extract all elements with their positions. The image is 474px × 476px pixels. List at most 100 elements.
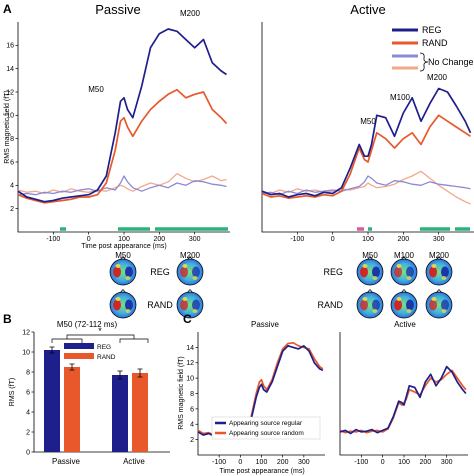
- c-passive-title: Passive: [251, 320, 280, 329]
- c-ylabel: RMS magnetic field (fT): [178, 356, 185, 430]
- error-bar: [69, 363, 75, 371]
- x-tick-label: 300: [433, 236, 445, 243]
- topo-map: [425, 255, 453, 286]
- topo-map: [390, 288, 418, 319]
- y-tick-label: 12: [22, 329, 30, 336]
- x-tick-label: 200: [419, 459, 431, 466]
- legend-swatch-reg: [64, 343, 94, 349]
- topo-passive-row-reg: REG: [150, 267, 170, 277]
- b-legend-rand: RAND: [97, 354, 116, 361]
- a-passive-axes: 2 4 6 8 10 12 14 16 -100 0 100 200 300: [6, 22, 230, 243]
- x-tick-label: -100: [290, 236, 304, 243]
- x-tick-label: 0: [331, 236, 335, 243]
- b-significance-star: *: [98, 326, 102, 336]
- topo-passive-col-m200: M200: [180, 251, 201, 260]
- c-legend-random: Appearing source random: [229, 430, 304, 437]
- topo-map: [390, 255, 418, 286]
- b-title: M50 (72-112 ms): [57, 320, 118, 329]
- b-legend: REG RAND: [64, 343, 116, 361]
- topo-passive-row-rand: RAND: [147, 300, 173, 310]
- topo-map: [176, 255, 204, 286]
- topo-active-col-m200: M200: [429, 251, 450, 260]
- x-tick-label: 0: [381, 459, 385, 466]
- y-tick-label: 12: [186, 360, 194, 367]
- c-active-series-appearing-source-regular: [339, 365, 467, 435]
- a-active-series-reg: [261, 87, 472, 198]
- b-ylabel: RMS (fT): [9, 378, 16, 406]
- topo-active-row-rand: RAND: [317, 300, 343, 310]
- x-tick-label: 300: [441, 459, 453, 466]
- panel-label-b: B: [3, 312, 12, 326]
- y-tick-label: 8: [190, 391, 194, 398]
- c-active-axes: -100 0 100 200 300: [339, 332, 468, 466]
- y-tick-label: 4: [26, 409, 30, 416]
- topo-section: M50 M200 M50 M100 M200 REG RAND REG RAND: [109, 251, 453, 319]
- y-tick-label: 14: [186, 345, 194, 352]
- topo-map: [176, 288, 204, 319]
- a-passive-title: Passive: [95, 2, 141, 17]
- error-bar: [117, 370, 123, 380]
- y-tick-label: 2: [190, 437, 194, 444]
- y-tick-label: 4: [190, 422, 194, 429]
- a-legend: REG RAND No Change: [392, 25, 474, 72]
- bar-passive-rand: [64, 367, 80, 452]
- a-active-annotation-m100: M100: [390, 93, 411, 102]
- a-passive-series-no-change-rand: [17, 173, 227, 195]
- topo-map: [356, 255, 384, 286]
- a-active-series-rand: [261, 114, 471, 200]
- topo-map: [356, 288, 384, 319]
- x-tick-label: -100: [46, 236, 60, 243]
- panel-label-c: C: [183, 312, 192, 326]
- x-tick-label: 300: [298, 459, 310, 466]
- x-tick-label: 100: [362, 236, 374, 243]
- b-plot: [44, 346, 148, 452]
- panel-label-a: A: [3, 2, 12, 16]
- x-tick-label: 100: [398, 459, 410, 466]
- y-tick-label: 6: [10, 159, 14, 166]
- y-tick-label: 2: [10, 206, 14, 213]
- c-active-plot: [339, 365, 467, 435]
- a-xlabel: Time post appearance (ms): [81, 243, 166, 250]
- b-category-passive: Passive: [52, 457, 81, 466]
- a-ylabel: RMS magnetic field (fT): [4, 90, 11, 164]
- topo-map: [109, 255, 137, 286]
- x-tick-label: -100: [354, 459, 368, 466]
- legend-label-rand: RAND: [422, 38, 448, 48]
- legend-swatch-rand: [64, 353, 94, 359]
- a-passive-plot: [17, 28, 228, 204]
- a-passive-annotation-m50: M50: [88, 85, 104, 94]
- y-tick-label: 6: [190, 406, 194, 413]
- topo-map: [109, 288, 137, 319]
- topo-passive-col-m50: M50: [115, 251, 131, 260]
- b-significance-bracket: *: [51, 326, 149, 343]
- a-active-series-no-change-rand: [261, 170, 471, 205]
- a-active-plot: [261, 87, 472, 205]
- topo-active-col-m100: M100: [394, 251, 415, 260]
- x-tick-label: 300: [189, 236, 201, 243]
- y-tick-label: 6: [26, 389, 30, 396]
- topo-active-col-m50: M50: [362, 251, 378, 260]
- bar-passive-reg: [44, 350, 60, 452]
- y-tick-label: 10: [22, 349, 30, 356]
- a-active-series-no-change-reg: [261, 175, 471, 196]
- y-tick-label: 16: [6, 43, 14, 50]
- legend-brace: [419, 52, 429, 72]
- b-category-active: Active: [123, 457, 145, 466]
- y-tick-label: 10: [186, 376, 194, 383]
- c-legend-regular: Appearing source regular: [229, 420, 303, 427]
- y-tick-label: 10: [6, 113, 14, 120]
- b-legend-reg: REG: [97, 344, 111, 351]
- y-tick-label: 4: [10, 183, 14, 190]
- bar-active-reg: [112, 375, 128, 452]
- a-active-annotation-m200: M200: [427, 73, 448, 82]
- a-active-annotation-m50: M50: [360, 117, 376, 126]
- a-passive-annotation-m200: M200: [180, 9, 201, 18]
- y-tick-label: 8: [26, 369, 30, 376]
- x-tick-label: 100: [256, 459, 268, 466]
- error-bar: [137, 368, 143, 378]
- error-bar: [49, 346, 55, 354]
- y-tick-label: 0: [26, 449, 30, 456]
- bar-active-rand: [132, 373, 148, 452]
- c-active-series-appearing-source-random: [339, 369, 467, 434]
